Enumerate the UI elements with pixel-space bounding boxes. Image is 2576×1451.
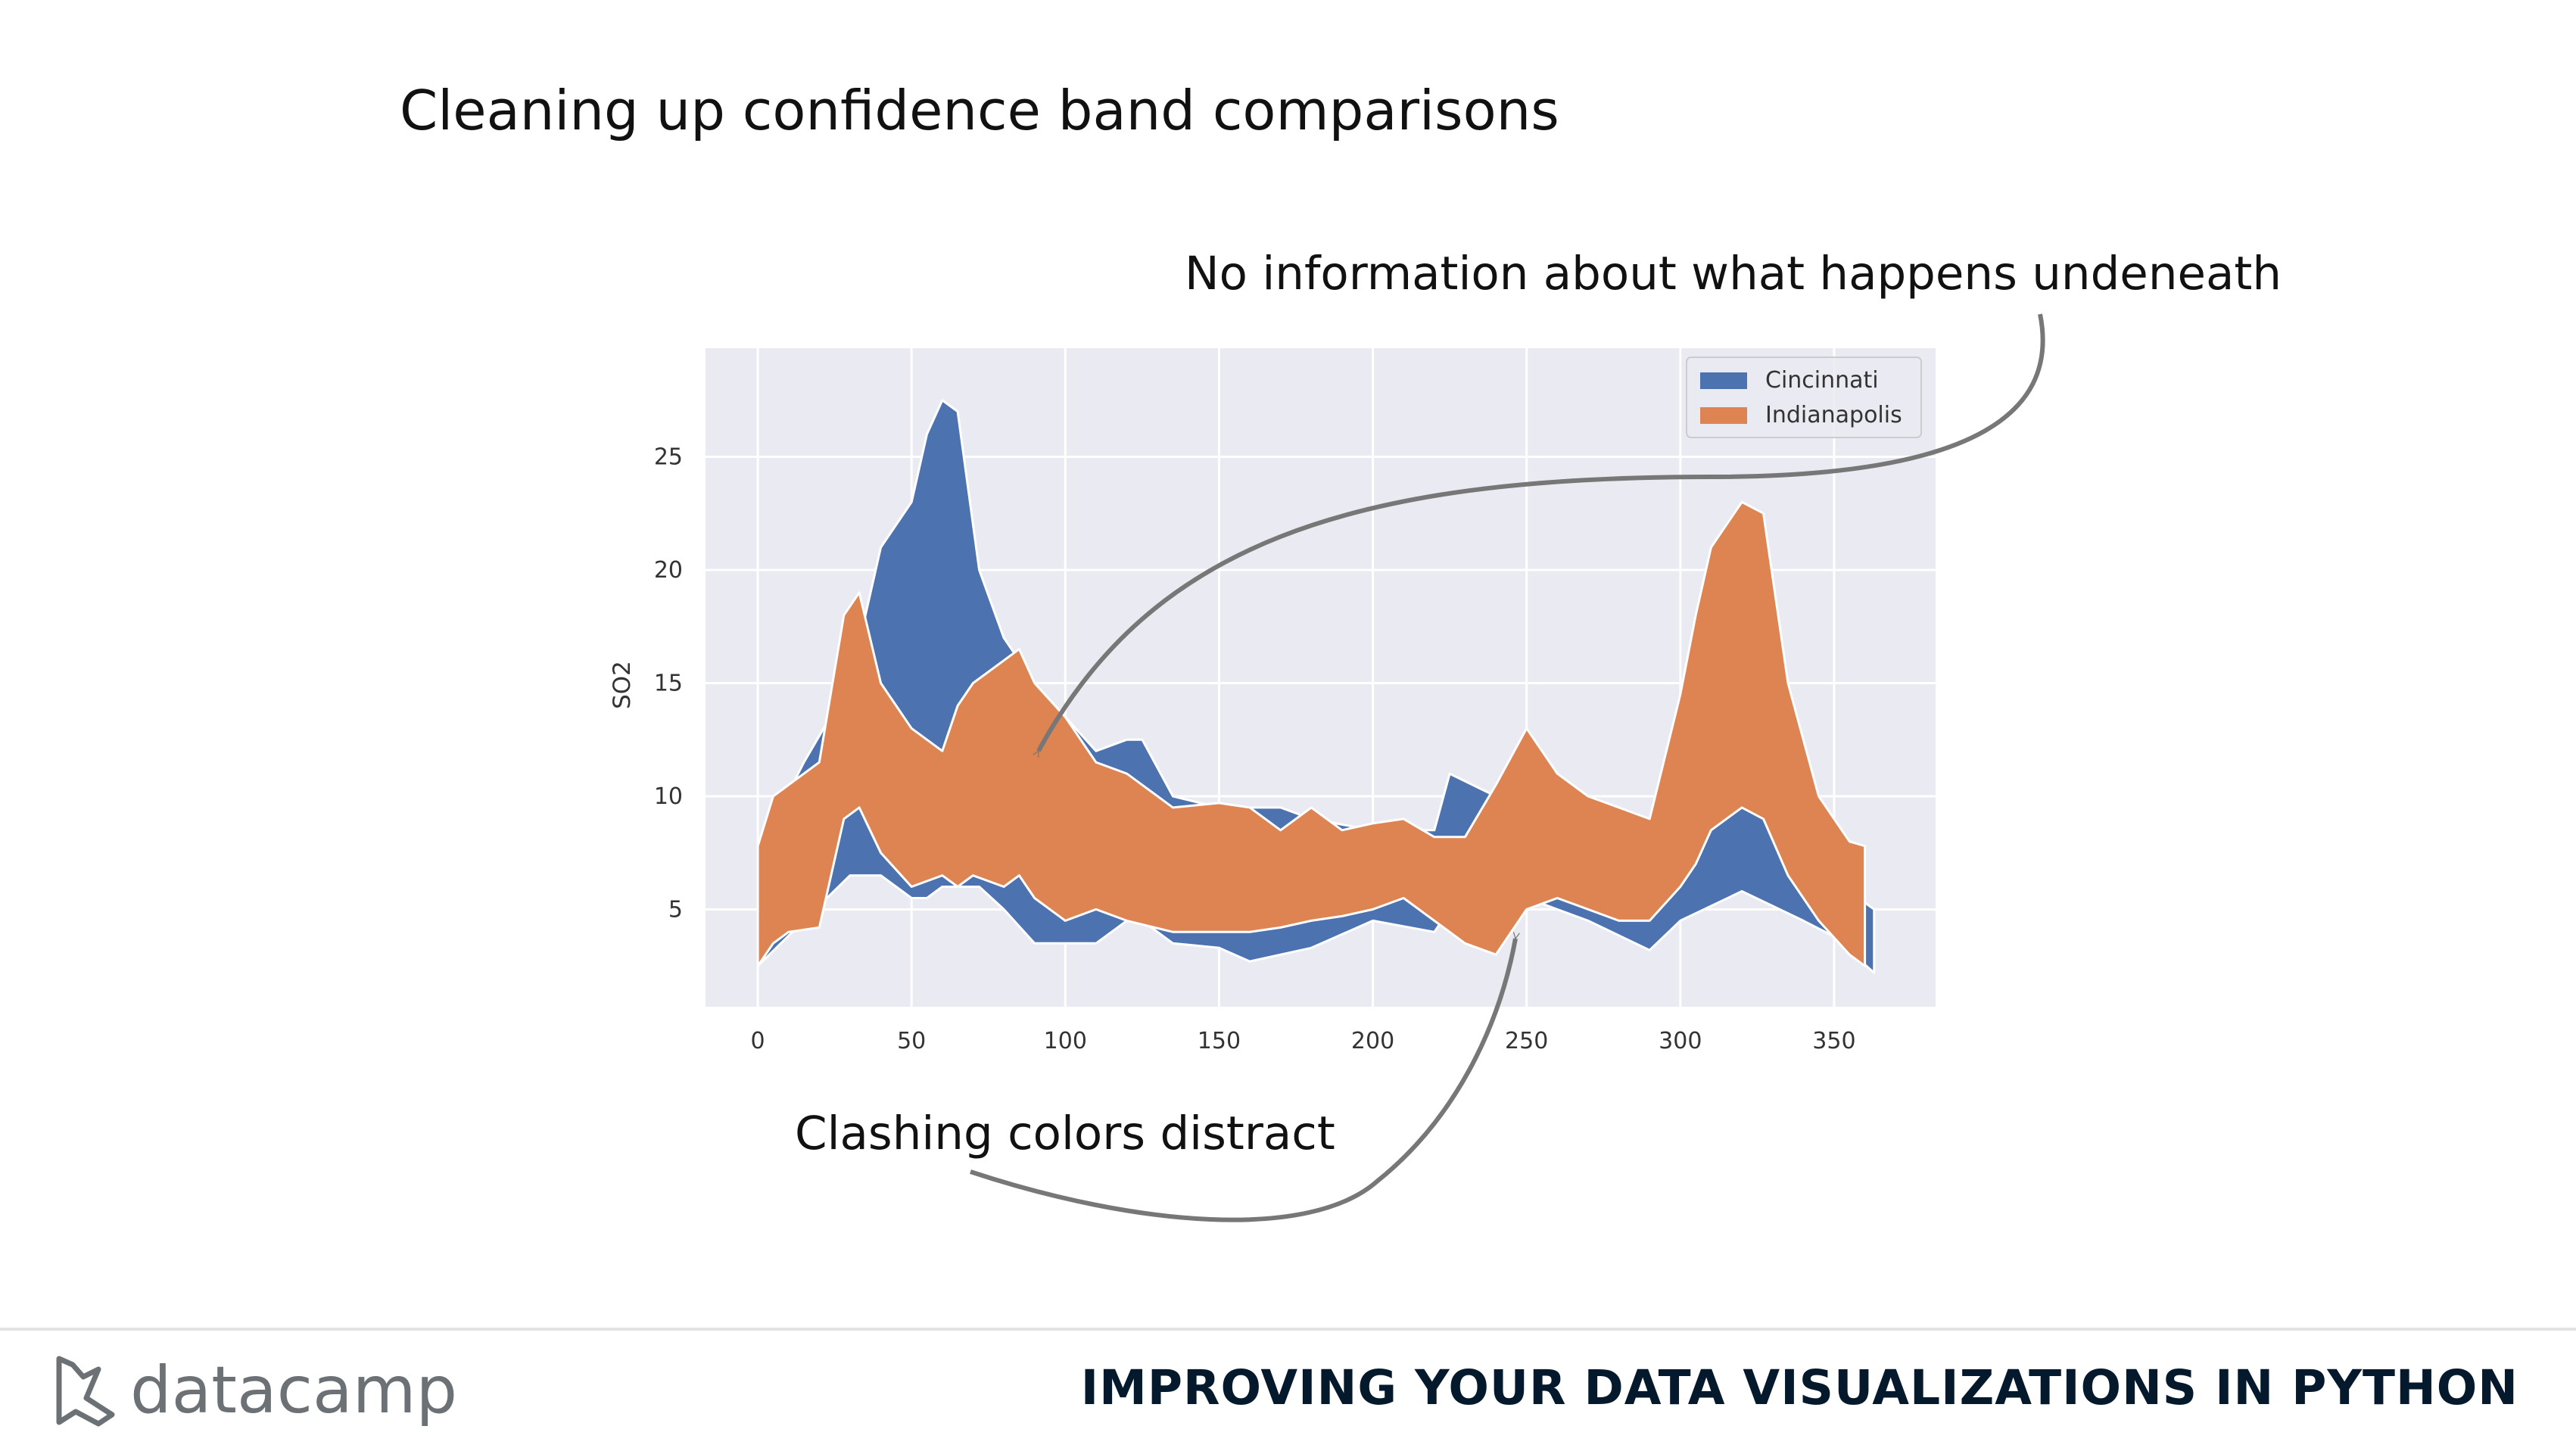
x-tick-label: 350	[1812, 1028, 1855, 1054]
y-tick-label: 10	[654, 783, 683, 810]
course-title: IMPROVING YOUR DATA VISUALIZATIONS IN PY…	[1080, 1360, 2518, 1415]
series-band-indianapolis	[756, 500, 1867, 967]
y-tick-label: 5	[668, 896, 683, 923]
annotation-top: No information about what happens undene…	[1185, 247, 2282, 300]
x-tick-label: 300	[1659, 1028, 1702, 1054]
x-tick-label: 100	[1044, 1028, 1087, 1054]
legend-label-indianapolis: Indianapolis	[1765, 402, 1902, 428]
x-tick-label: 150	[1198, 1028, 1241, 1054]
y-tick-label: 25	[654, 444, 683, 471]
arrow-top	[1039, 313, 2045, 751]
arrow-bottom	[970, 939, 1515, 1222]
y-axis-label: SO2	[609, 661, 636, 709]
confidence-band-chart: 0 50 100 150 200 250 300 350 5 10 15 20 25 SO2 Cinci…	[609, 313, 2045, 1222]
legend-swatch-cincinnati	[1700, 372, 1747, 389]
datacamp-logo-icon	[56, 1356, 115, 1427]
brand-logo: datacamp	[53, 1349, 457, 1432]
x-tick-label: 250	[1505, 1028, 1548, 1054]
footer-divider	[0, 1328, 2576, 1331]
axes-ticks: 0 50 100 150 200 250 300 350 5 10 15 20 25	[654, 444, 1856, 1054]
series-bands	[756, 399, 1876, 974]
legend-label-cincinnati: Cincinnati	[1765, 367, 1879, 394]
annotation-bottom: Clashing colors distract	[795, 1107, 1335, 1160]
y-tick-label: 15	[654, 670, 683, 696]
legend-swatch-indianapolis	[1700, 407, 1747, 424]
slide-title: Cleaning up confidence band comparisons	[400, 79, 1559, 142]
brand-name: datacamp	[130, 1353, 458, 1428]
y-tick-label: 20	[654, 557, 683, 584]
legend: Cincinnati Indianapolis	[1686, 357, 1922, 438]
x-tick-label: 50	[897, 1028, 926, 1054]
x-tick-label: 0	[751, 1028, 765, 1054]
x-tick-label: 200	[1351, 1028, 1394, 1054]
